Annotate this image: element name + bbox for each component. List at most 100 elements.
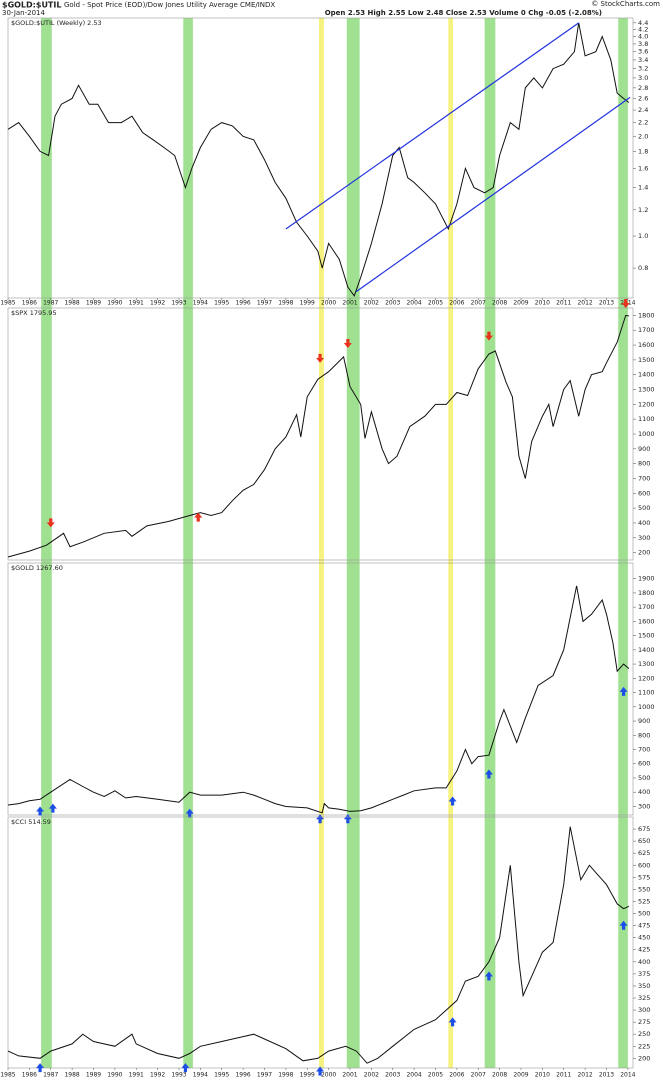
quote: Open 2.53 High 2.55 Low 2.48 Close 2.53 … [325,9,602,17]
y-tick-label: 3.2 [638,65,648,73]
x-tick-label: 2008 [492,1072,507,1079]
x-tick-label: 2008 [492,300,507,307]
x-tick-label: 1992 [150,1072,165,1079]
y-tick-label: 1200 [638,400,655,408]
signal-arrow [316,814,325,824]
y-tick-label: 1.4 [638,184,648,192]
signal-arrow [36,806,45,816]
y-tick-label: 650 [638,837,650,845]
x-tick-label: 1989 [86,300,101,307]
y-tick-label: 675 [638,825,650,833]
x-tick-label: 2013 [599,1072,614,1079]
x-tick-label: 1993 [171,1072,186,1079]
highlight-band [183,18,193,1068]
y-tick-label: 600 [638,861,650,869]
y-tick-label: 1700 [638,326,655,334]
x-tick-label: 1985 [0,1072,15,1079]
x-tick-label: 2010 [535,300,550,307]
y-tick-label: 500 [638,774,650,782]
x-tick-label: 2007 [471,1072,486,1079]
y-tick-label: 3.8 [638,40,648,48]
y-tick-label: 1400 [638,371,655,379]
y-tick-label: 200 [638,549,650,557]
y-tick-label: 475 [638,922,650,930]
x-tick-label: 2003 [385,1072,400,1079]
y-tick-label: 250 [638,1030,650,1038]
y-tick-label: 375 [638,970,650,978]
x-tick-label: 1988 [64,1072,79,1079]
description: Gold - Spot Price (EOD)/Dow Jones Utilit… [64,1,275,9]
signal-arrow [185,808,194,818]
y-tick-label: 300 [638,1006,650,1014]
x-tick-label: 1990 [107,300,122,307]
y-tick-label: 1300 [638,386,655,394]
x-tick-label: 1987 [43,300,58,307]
y-tick-label: 1.2 [638,206,648,214]
y-tick-label: 600 [638,760,650,768]
y-tick-label: 450 [638,934,650,942]
panel-title: $GOLD 1267.60 [11,564,63,572]
panel-title: $SPX 1795.95 [11,309,57,317]
x-tick-label: 1992 [150,300,165,307]
x-tick-label: 2001 [342,1072,357,1079]
signal-arrow [448,796,457,806]
y-tick-label: 1100 [638,689,655,697]
panel-title: $CCI 514.59 [11,818,51,826]
x-tick-label: 2001 [342,300,357,307]
x-tick-label: 2012 [577,300,592,307]
x-tick-label: 1986 [22,300,37,307]
x-tick-label: 1998 [278,300,293,307]
x-tick-label: 2009 [513,1072,528,1079]
y-tick-label: 3.0 [638,74,648,82]
x-tick-label: 2002 [364,1072,379,1079]
x-tick-label: 2011 [556,1072,571,1079]
signal-arrow [36,1063,45,1073]
y-tick-label: 4.2 [638,26,648,34]
y-tick-label: 500 [638,910,650,918]
x-tick-label: 1994 [193,300,208,307]
x-tick-label: 2009 [513,300,528,307]
x-tick-label: 1996 [235,300,250,307]
y-tick-label: 2.0 [638,132,648,140]
x-tick-label: 1985 [0,300,15,307]
y-tick-label: 500 [638,504,650,512]
y-tick-label: 1000 [638,430,655,438]
y-tick-label: 900 [638,717,650,725]
y-tick-label: 1900 [638,575,655,583]
price-line [7,314,629,558]
highlight-band [346,18,360,1068]
y-tick-label: 1500 [638,632,655,640]
x-tick-label: 2006 [449,300,464,307]
x-tick-label: 1997 [257,300,272,307]
price-line [7,826,630,1064]
y-tick-label: 600 [638,489,650,497]
highlight-band [618,18,628,1068]
x-tick-label: 2005 [428,300,443,307]
x-tick-label: 1994 [193,1072,208,1079]
y-tick-label: 325 [638,994,650,1002]
y-tick-label: 1600 [638,617,655,625]
x-tick-label: 1998 [278,1072,293,1079]
y-tick-label: 2.4 [638,106,648,114]
signal-arrow [46,518,55,528]
x-tick-label: 1999 [300,1072,315,1079]
highlight-band [41,18,52,1068]
price-line [7,22,630,297]
y-tick-label: 300 [638,802,650,810]
y-tick-label: 550 [638,885,650,893]
x-tick-label: 2004 [406,300,421,307]
y-tick-label: 800 [638,731,650,739]
x-tick-label: 2004 [406,1072,421,1079]
y-tick-label: 300 [638,534,650,542]
x-tick-label: 2010 [535,1072,550,1079]
x-tick-label: 2014 [620,1072,635,1079]
y-tick-label: 700 [638,746,650,754]
y-tick-label: 400 [638,788,650,796]
y-tick-label: 700 [638,474,650,482]
x-tick-label: 1999 [300,300,315,307]
x-tick-label: 1991 [129,1072,144,1079]
y-tick-label: 4.4 [638,19,648,27]
signal-arrow [484,971,493,981]
x-tick-label: 2005 [428,1072,443,1079]
